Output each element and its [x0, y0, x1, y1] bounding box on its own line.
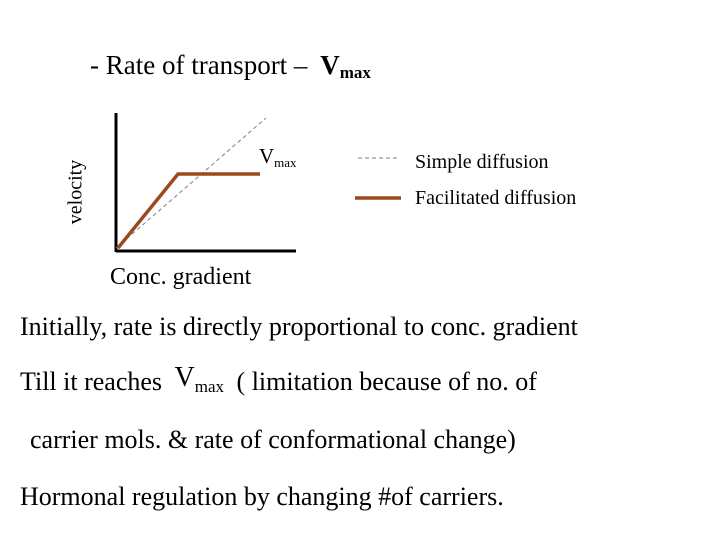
- vmax-subscript: max: [274, 155, 297, 170]
- line2-max-subscript: max: [194, 377, 225, 396]
- line2-v: V: [174, 362, 195, 393]
- legend-simple-label: Simple diffusion: [415, 151, 549, 173]
- text-line-1: Initially, rate is directly proportional…: [20, 312, 578, 341]
- transport-graph: [114, 113, 401, 253]
- line2-vmax: Vmax: [174, 362, 225, 396]
- vmax-v: V: [259, 144, 275, 168]
- title-vmax-symbol: Vmax: [320, 50, 371, 82]
- legend-facilitated-label: Facilitated diffusion: [415, 187, 577, 209]
- title-prefix: - Rate of transport –: [90, 50, 315, 80]
- text-line-2: Till it reaches Vmax ( limitation becaus…: [20, 362, 537, 401]
- simple-diffusion-line: [115, 117, 267, 249]
- vmax-label: Vmax: [259, 144, 297, 171]
- slide-title: - Rate of transport – Vmax: [90, 50, 371, 83]
- text-line-4: Hormonal regulation by changing #of carr…: [20, 482, 504, 511]
- text-line-3: carrier mols. & rate of conformational c…: [30, 425, 516, 454]
- y-axis-label: velocity: [64, 159, 87, 225]
- x-axis-label: Conc. gradient: [110, 264, 252, 290]
- title-max-subscript: max: [339, 63, 371, 82]
- facilitated-diffusion-line: [116, 172, 260, 250]
- line2-after: ( limitation because of no. of: [230, 367, 537, 396]
- line2-before: Till it reaches: [20, 367, 169, 396]
- title-v: V: [320, 50, 340, 80]
